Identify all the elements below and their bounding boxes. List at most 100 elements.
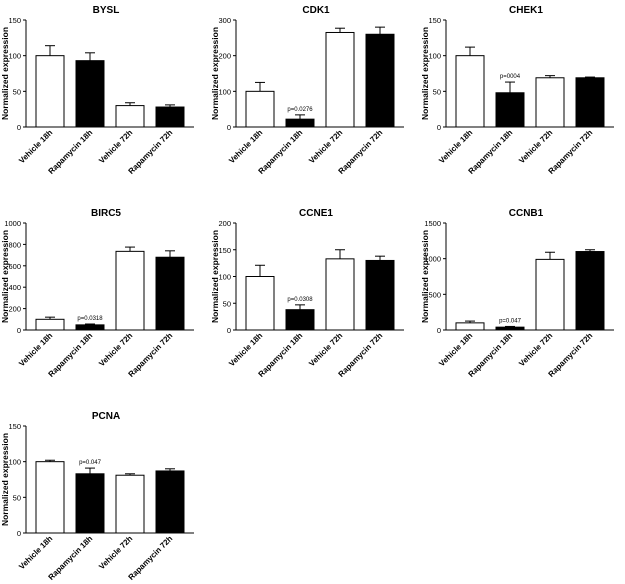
y-tick-label: 150: [8, 16, 21, 25]
y-axis-label: Normalized expression: [0, 27, 10, 120]
y-axis-label: Normalized expression: [210, 230, 220, 323]
y-tick-label: 1000: [4, 219, 21, 228]
y-tick-label: 100: [218, 87, 231, 96]
bar: [495, 92, 525, 128]
y-axis-label: Normalized expression: [0, 230, 10, 323]
y-tick-label: 50: [13, 87, 21, 96]
chart-title: CCNB1: [509, 208, 544, 219]
panel-bysl: BYSL Normalized expression 0 50 100 150 Vehicl…: [0, 5, 194, 176]
bar: [285, 118, 315, 128]
bar: [115, 250, 145, 331]
panel-chek1: CHEK1 Normalized expression 0 50 100 150 Vehic…: [420, 5, 614, 176]
y-axis-label: Normalized expression: [0, 433, 10, 526]
chart-title: PCNA: [92, 411, 120, 422]
y-tick-label: 400: [8, 283, 21, 292]
bar: [535, 258, 565, 331]
bar: [245, 276, 275, 331]
panel-ccnb1: CCNB1 Normalized expression 0 500 1000 1500 Ve…: [420, 208, 614, 379]
x-category-label: Vehicle 18h: [17, 128, 54, 165]
y-tick-label: 200: [218, 219, 231, 228]
x-category-label: Rapamycin 18h: [257, 128, 305, 176]
chart-title: CDK1: [302, 5, 330, 16]
x-category-label: Vehicle 18h: [227, 331, 264, 368]
chart-title: CHEK1: [509, 5, 543, 16]
y-tick-label: 50: [13, 493, 21, 502]
y-axis-label: Normalized expression: [420, 230, 430, 323]
p-value-annotation: p=0004: [500, 74, 521, 80]
y-tick-label: 0: [17, 326, 21, 335]
bar: [575, 77, 605, 128]
panel-ccne1: CCNE1 Normalized expression 0 50 100 150 200 Ve…: [210, 208, 404, 379]
bar: [575, 251, 605, 331]
bar: [115, 474, 145, 534]
bar: [245, 90, 275, 128]
y-tick-label: 150: [428, 16, 441, 25]
bar: [325, 31, 355, 128]
bar: [75, 324, 105, 331]
bar: [35, 318, 65, 331]
x-category-label: Rapamycin 18h: [47, 128, 95, 176]
y-tick-label: 500: [428, 290, 441, 299]
x-category-label: Rapamycin 72h: [127, 128, 175, 176]
x-category-label: Rapamycin 72h: [547, 128, 595, 176]
y-tick-label: 100: [428, 52, 441, 61]
bar: [155, 470, 185, 534]
x-category-label: Vehicle 72h: [97, 128, 134, 165]
panel-pcna: PCNA Normalized expression 0 50 100 150 Vehicl…: [0, 411, 194, 582]
bar: [455, 322, 485, 331]
y-tick-label: 0: [437, 326, 441, 335]
x-category-label: Vehicle 18h: [17, 534, 54, 571]
p-value-annotation: p=0.0318: [77, 316, 103, 322]
chart-title: BIRC5: [91, 208, 121, 219]
y-tick-label: 300: [218, 16, 231, 25]
bar: [35, 461, 65, 534]
bar: [285, 309, 315, 331]
bar: [155, 106, 185, 128]
bar: [455, 55, 485, 128]
x-category-label: Rapamycin 18h: [467, 128, 515, 176]
y-tick-label: 800: [8, 240, 21, 249]
bar: [35, 55, 65, 128]
y-tick-label: 1500: [424, 219, 441, 228]
x-category-label: Rapamycin 72h: [547, 331, 595, 379]
x-category-label: Vehicle 72h: [307, 331, 344, 368]
x-category-label: Rapamycin 18h: [257, 331, 305, 379]
p-value-annotation: p=0.0276: [287, 107, 313, 113]
x-category-label: Vehicle 72h: [517, 128, 554, 165]
x-category-label: Vehicle 18h: [437, 331, 474, 368]
p-value-annotation: p=0.0308: [287, 297, 313, 303]
y-tick-label: 0: [17, 123, 21, 132]
y-tick-label: 0: [17, 529, 21, 538]
x-category-label: Rapamycin 18h: [47, 534, 95, 582]
p-value-annotation: p=0.047: [79, 460, 102, 466]
x-category-label: Rapamycin 18h: [47, 331, 95, 379]
bar: [365, 259, 395, 331]
x-category-label: Rapamycin 72h: [127, 331, 175, 379]
chart-title: BYSL: [93, 5, 120, 16]
y-tick-label: 50: [433, 87, 441, 96]
y-tick-label: 100: [8, 52, 21, 61]
y-axis-label: Normalized expression: [210, 27, 220, 120]
x-category-label: Rapamycin 72h: [127, 534, 175, 582]
chart-title: CCNE1: [299, 208, 333, 219]
x-category-label: Rapamycin 72h: [337, 128, 385, 176]
bar: [495, 326, 525, 331]
y-tick-label: 1000: [424, 255, 441, 264]
x-category-label: Vehicle 18h: [227, 128, 264, 165]
x-category-label: Vehicle 72h: [97, 534, 134, 571]
bar: [115, 105, 145, 128]
x-category-label: Vehicle 18h: [437, 128, 474, 165]
y-tick-label: 200: [218, 52, 231, 61]
y-tick-label: 0: [227, 326, 231, 335]
bar: [75, 60, 105, 128]
panel-cdk1: CDK1 Normalized expression 0 100 200 300 Vehic…: [210, 5, 404, 176]
y-tick-label: 0: [227, 123, 231, 132]
x-category-label: Vehicle 18h: [17, 331, 54, 368]
y-tick-label: 100: [218, 273, 231, 282]
y-tick-label: 200: [8, 305, 21, 314]
y-tick-label: 150: [8, 422, 21, 431]
bar: [325, 258, 355, 331]
panel-birc5: BIRC5 Normalized expression 0 200 400 600 800 1…: [0, 208, 194, 379]
y-tick-label: 600: [8, 262, 21, 271]
